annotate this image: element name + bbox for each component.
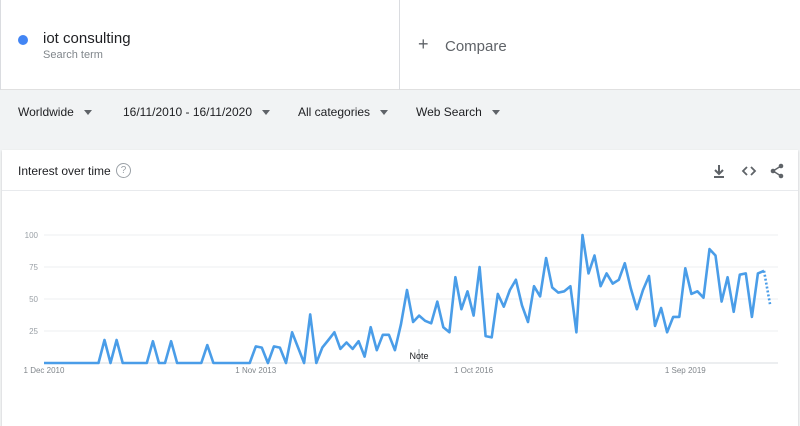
search-term-subtitle: Search term [43, 49, 103, 61]
compare-button[interactable]: + Compare [400, 0, 800, 90]
search-type-dropdown[interactable]: Web Search [416, 105, 500, 119]
compare-label: Compare [445, 38, 507, 55]
region-dropdown[interactable]: Worldwide [18, 105, 92, 119]
caret-down-icon [491, 109, 500, 115]
plus-icon: + [418, 34, 429, 54]
x-tick-label: 1 Nov 2013 [235, 366, 276, 375]
share-icon[interactable] [768, 162, 786, 180]
search-term-card[interactable]: iot consulting Search term [0, 0, 400, 90]
card-divider [2, 190, 798, 191]
filter-bar: Worldwide 16/11/2010 - 16/11/2020 All ca… [0, 90, 800, 135]
interest-line-chart: 100 75 50 25 1 Dec 2010 1 Nov 2013 1 Oct 2016… [24, 231, 778, 375]
x-tick-label: 1 Dec 2010 [24, 366, 65, 375]
interest-series-line [44, 233, 765, 365]
date-range-dropdown[interactable]: 16/11/2010 - 16/11/2020 [123, 105, 270, 119]
top-bar: iot consulting Search term + Compare [0, 0, 800, 90]
card-title: Interest over time [18, 164, 111, 178]
region-value: Worldwide [18, 105, 74, 119]
interest-series-partial [762, 270, 772, 305]
x-tick-label: 1 Oct 2016 [454, 366, 494, 375]
embed-code-icon[interactable] [740, 162, 758, 180]
date-range-value: 16/11/2010 - 16/11/2020 [123, 105, 252, 119]
search-term-name[interactable]: iot consulting [43, 30, 131, 47]
y-tick-label: 100 [25, 231, 39, 240]
caret-down-icon [380, 109, 389, 115]
x-tick-label: 1 Sep 2019 [665, 366, 706, 375]
y-tick-label: 75 [29, 263, 38, 272]
caret-down-icon [262, 109, 270, 115]
y-tick-label: 50 [29, 295, 38, 304]
download-icon[interactable] [710, 162, 728, 180]
note-marker[interactable]: Note [409, 349, 429, 362]
question-circle-icon[interactable]: ? [116, 163, 131, 178]
term-color-dot [18, 35, 28, 45]
note-label[interactable]: Note [409, 351, 428, 361]
search-type-value: Web Search [416, 105, 482, 119]
interest-over-time-card: Interest over time ? 100 75 50 25 1 Dec 201… [2, 150, 798, 426]
caret-down-icon [83, 109, 92, 115]
category-dropdown[interactable]: All categories [298, 105, 389, 119]
category-value: All categories [298, 105, 371, 119]
y-tick-label: 25 [29, 327, 38, 336]
